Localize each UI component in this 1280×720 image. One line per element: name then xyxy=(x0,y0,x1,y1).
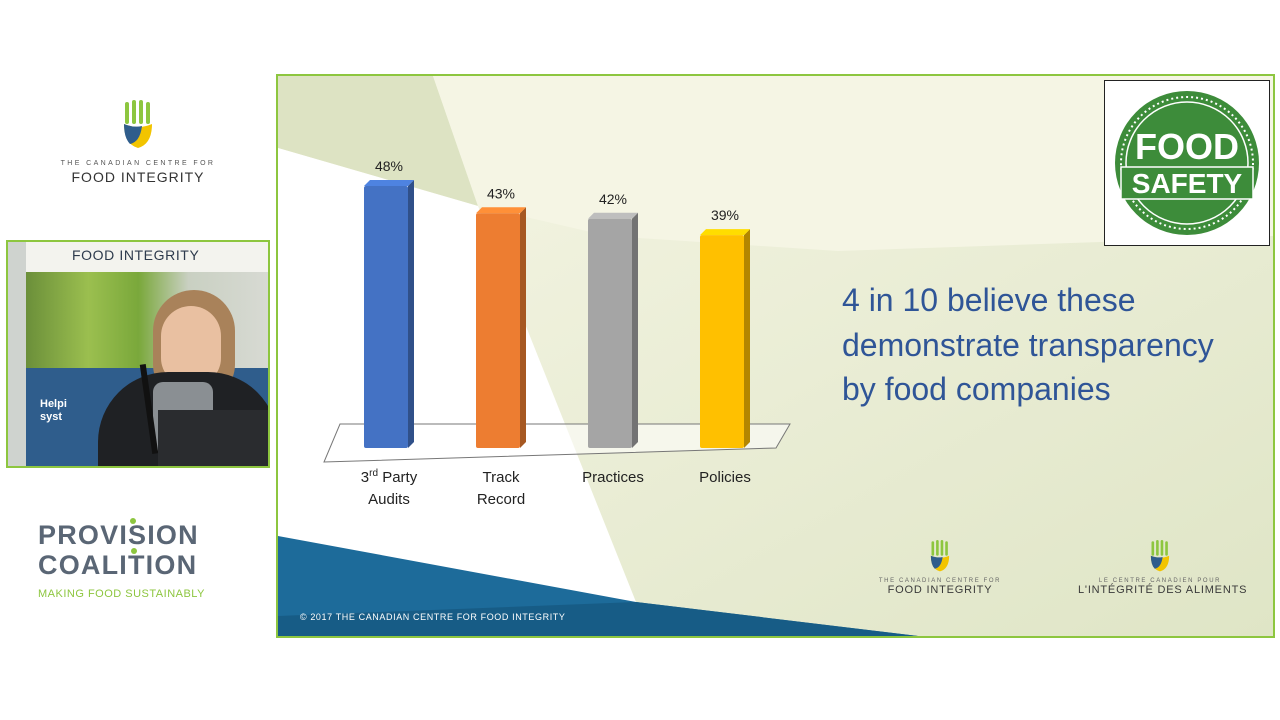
slide-copyright: © 2017 THE CANADIAN CENTRE FOR FOOD INTE… xyxy=(300,612,566,622)
bar-value-label: 48% xyxy=(375,158,403,174)
bar-side xyxy=(520,207,526,448)
cfi-logo-title: FOOD INTEGRITY xyxy=(71,169,205,185)
slide-headline: 4 in 10 believe these demonstrate transp… xyxy=(842,282,1214,407)
category-label-rest: Party xyxy=(378,469,418,486)
badge-word-food: FOOD xyxy=(1135,126,1239,167)
category-label: Practices xyxy=(582,469,644,486)
footer-logo-en-title: FOOD INTEGRITY xyxy=(887,584,993,596)
provision-logo-line-1: PROVISION xyxy=(38,518,238,550)
provision-word: PROVISION xyxy=(38,520,199,550)
bar-value-label: 39% xyxy=(711,207,739,223)
food-safety-badge: FOOD SAFETY xyxy=(1104,80,1270,246)
cfi-logo: THE CANADIAN CENTRE FOR FOOD INTEGRITY xyxy=(40,100,236,185)
fork-hand-icon xyxy=(124,100,152,148)
logo-dot xyxy=(130,518,136,524)
bar-top xyxy=(588,212,638,219)
coalition-word: COALITION xyxy=(38,550,198,580)
footer-logo-en-subtitle: THE CANADIAN CENTRE FOR xyxy=(878,578,1002,584)
category-label-line-2: Record xyxy=(477,491,525,508)
category-label: Track xyxy=(483,469,520,486)
bar-top xyxy=(700,229,750,236)
footer-logo-fr-title: L'INTÉGRITÉ DES ALIMENTS xyxy=(1078,584,1248,596)
bar-front xyxy=(588,218,632,448)
banner-text: Helpi syst xyxy=(40,398,67,424)
bar xyxy=(700,229,750,448)
bar-front xyxy=(476,213,520,448)
speaker-video[interactable]: FOOD INTEGRITY Helpi syst xyxy=(6,240,270,468)
bar-top xyxy=(364,180,414,186)
footer-logo-fr-subtitle: LE CENTRE CANADIEN POUR xyxy=(1098,578,1222,584)
presentation-slide: 48% 3rd Party Audits 43% Track Record 42% Pract… xyxy=(276,74,1275,638)
bar-front xyxy=(700,235,744,448)
bar-value-label: 43% xyxy=(487,185,515,201)
banner-text-line-1: Helpi xyxy=(40,398,67,410)
category-label-line-2: Audits xyxy=(368,491,410,508)
bar xyxy=(588,212,638,448)
bar-value-label: 42% xyxy=(599,191,627,207)
slide-background xyxy=(278,76,1273,636)
bar-side xyxy=(744,229,750,448)
fork-hand-icon xyxy=(1150,540,1170,572)
podium xyxy=(158,410,268,466)
bar-side xyxy=(408,180,414,448)
provision-coalition-logo: PROVISION COALITION MAKING FOOD SUSTAINA… xyxy=(38,518,238,600)
food-safety-seal-icon: FOOD SAFETY xyxy=(1115,91,1259,235)
bar-side xyxy=(632,212,638,448)
fork-hand-icon xyxy=(930,540,950,572)
bar xyxy=(364,180,414,448)
footer-logo-french: LE CENTRE CANADIEN POUR L'INTÉGRITÉ DES … xyxy=(1078,540,1248,596)
bar-top xyxy=(476,207,526,214)
bar-chart: 48% 3rd Party Audits 43% Track Record 42% Pract… xyxy=(323,158,791,508)
bar-front xyxy=(364,186,408,448)
bar xyxy=(476,207,526,448)
category-label: Policies xyxy=(699,469,751,486)
footer-logo-english: THE CANADIAN CENTRE FOR FOOD INTEGRITY xyxy=(860,540,1020,596)
cfi-logo-subtitle: THE CANADIAN CENTRE FOR xyxy=(60,160,216,167)
banner-text-line-2: syst xyxy=(40,411,63,423)
chart-floor xyxy=(323,423,791,463)
badge-word-safety: SAFETY xyxy=(1132,168,1243,199)
category-label: 3rd Party xyxy=(361,468,418,486)
provision-logo-line-2: COALITION xyxy=(38,548,238,580)
provision-tagline: MAKING FOOD SUSTAINABLY xyxy=(38,588,205,600)
banner-title: FOOD INTEGRITY xyxy=(72,247,200,263)
logo-dot xyxy=(131,548,137,554)
category-label-superscript: rd xyxy=(369,468,378,479)
